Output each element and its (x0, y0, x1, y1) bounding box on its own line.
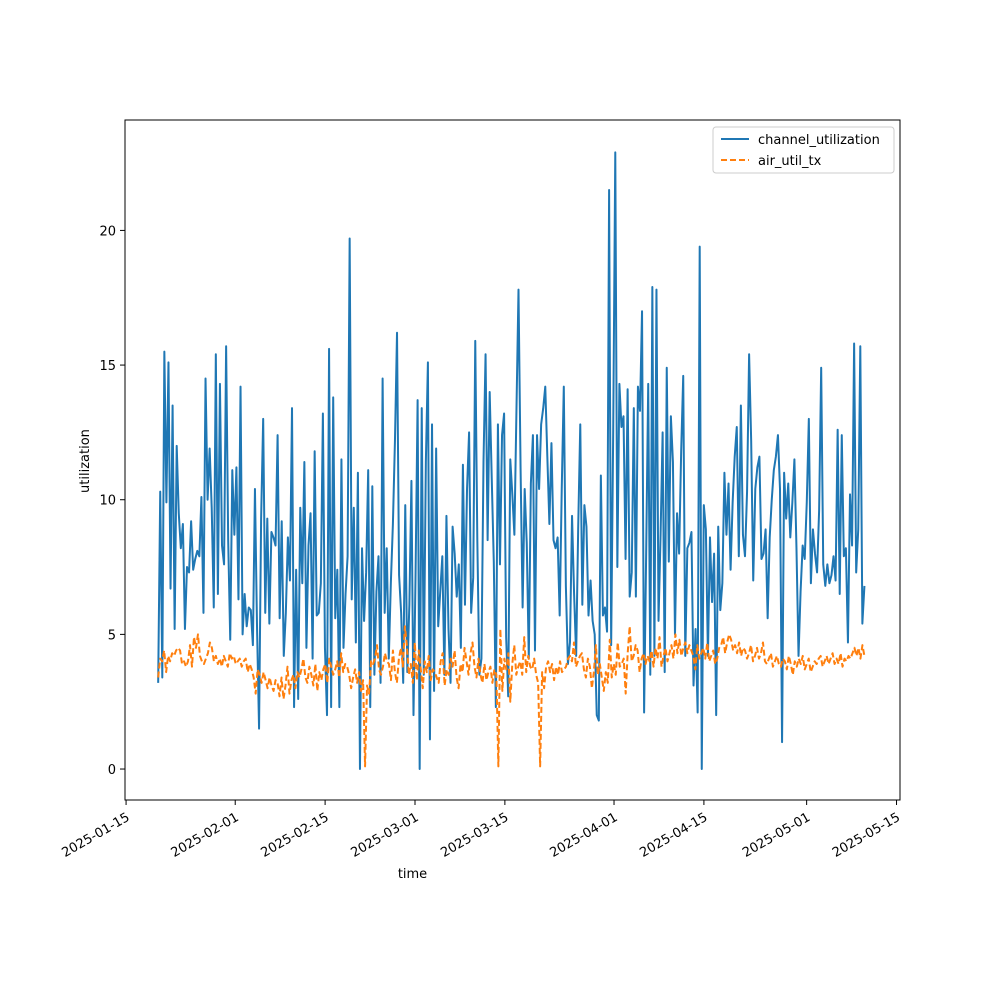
legend-label-channel-utilization: channel_utilization (758, 133, 880, 148)
legend-label-air-util-tx: air_util_tx (758, 154, 822, 169)
y-tick-label: 10 (99, 494, 116, 509)
y-tick-label: 15 (99, 359, 116, 374)
y-axis-label: utilization (78, 429, 93, 493)
series-line-air-util-tx (157, 625, 866, 768)
y-tick-label: 0 (108, 763, 116, 778)
y-tick-label: 5 (108, 628, 116, 643)
y-tick-label: 20 (99, 224, 116, 239)
legend: channel_utilization air_util_tx (712, 126, 895, 174)
legend-box (712, 126, 895, 174)
plot-frame (124, 119, 901, 801)
y-axis: 0 5 10 15 20 (99, 224, 125, 778)
x-axis-label: time (398, 867, 427, 882)
series-line-channel-utilization (157, 151, 866, 771)
series-layer (157, 151, 866, 771)
